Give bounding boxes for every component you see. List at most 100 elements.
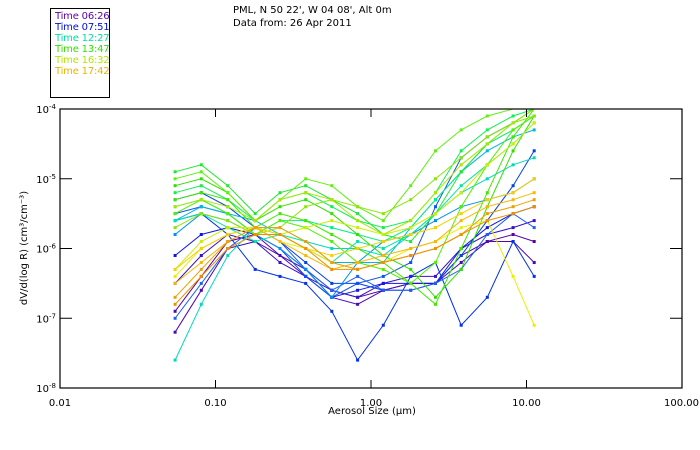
data-point — [330, 240, 334, 243]
data-point — [485, 240, 489, 243]
data-point — [459, 205, 463, 209]
data-point — [459, 184, 463, 188]
data-point — [173, 302, 177, 306]
data-point — [459, 247, 463, 250]
data-point — [330, 309, 334, 313]
series-path — [174, 157, 535, 361]
x-tick-label: 0.10 — [204, 398, 226, 409]
title-line-1: PML, N 50 22', W 04 08', Alt 0m — [233, 5, 392, 16]
data-point — [511, 233, 515, 236]
data-point — [356, 288, 360, 292]
data-point — [485, 191, 489, 195]
data-point — [511, 128, 515, 132]
data-point — [511, 142, 515, 146]
data-point — [381, 247, 385, 250]
data-point — [409, 247, 413, 250]
data-point — [304, 281, 308, 285]
data-point — [434, 212, 437, 216]
data-point — [434, 191, 437, 195]
data-point — [532, 240, 536, 243]
data-point — [304, 267, 308, 271]
data-point — [459, 219, 463, 223]
data-point — [199, 205, 203, 209]
data-point — [199, 247, 203, 250]
data-point — [199, 261, 203, 264]
data-point — [356, 281, 360, 285]
data-point — [199, 177, 203, 181]
data-point — [409, 240, 413, 243]
legend-entry: Time 17:42 — [55, 66, 110, 77]
data-point — [199, 274, 203, 278]
data-point — [173, 177, 177, 181]
data-point — [330, 295, 334, 299]
data-point — [199, 254, 203, 257]
data-point — [511, 163, 515, 167]
data-point — [409, 226, 413, 230]
data-point — [434, 177, 437, 181]
data-point — [356, 358, 360, 362]
data-point — [173, 219, 177, 223]
data-point — [226, 247, 230, 250]
data-point — [330, 219, 334, 223]
data-point — [459, 128, 463, 132]
series-line — [173, 108, 535, 223]
data-point — [278, 226, 282, 230]
data-point — [226, 240, 230, 243]
data-point — [511, 198, 515, 202]
data-point — [173, 170, 177, 174]
data-point — [226, 233, 230, 236]
data-point — [173, 212, 177, 216]
y-tick-label: 10-7 — [36, 312, 56, 325]
data-point — [485, 128, 489, 132]
data-point — [381, 226, 385, 230]
data-point — [459, 254, 463, 257]
data-point — [511, 114, 515, 118]
data-point — [459, 212, 463, 216]
data-point — [511, 226, 515, 230]
data-point — [356, 240, 360, 243]
data-point — [485, 205, 489, 209]
data-point — [278, 261, 282, 264]
data-point — [409, 267, 413, 271]
data-point — [532, 128, 536, 132]
data-point — [173, 226, 177, 230]
data-point — [532, 205, 536, 209]
data-point — [409, 288, 413, 292]
series-path — [174, 233, 535, 312]
data-point — [356, 226, 360, 230]
data-point — [330, 226, 334, 230]
data-point — [330, 281, 334, 285]
data-point — [356, 302, 360, 306]
data-point — [278, 198, 282, 202]
data-point — [304, 219, 308, 223]
series-line — [173, 205, 536, 306]
data-point — [173, 274, 177, 278]
data-point — [199, 212, 203, 216]
data-point — [278, 212, 282, 216]
data-point — [485, 295, 489, 299]
data-point — [173, 191, 177, 195]
series-line — [173, 108, 535, 236]
data-point — [356, 274, 360, 278]
data-point — [434, 302, 437, 306]
data-point — [173, 281, 177, 285]
legend-entry: Time 16:32 — [55, 55, 110, 66]
x-tick-label: 0.01 — [49, 398, 71, 409]
data-point — [173, 316, 177, 320]
data-point — [485, 226, 489, 230]
data-point — [434, 226, 437, 230]
legend-entry: Time 06:26 — [55, 11, 110, 22]
data-point — [173, 295, 177, 299]
x-tick-label: 100.00 — [664, 398, 699, 409]
data-point — [485, 219, 489, 223]
data-point — [226, 191, 230, 195]
data-point — [356, 233, 360, 236]
y-tick-label: 10-5 — [36, 173, 56, 186]
data-point — [304, 226, 308, 230]
data-point — [253, 226, 257, 230]
data-point — [330, 184, 334, 188]
data-point — [304, 240, 308, 243]
data-point — [199, 302, 203, 306]
data-point — [485, 212, 489, 216]
